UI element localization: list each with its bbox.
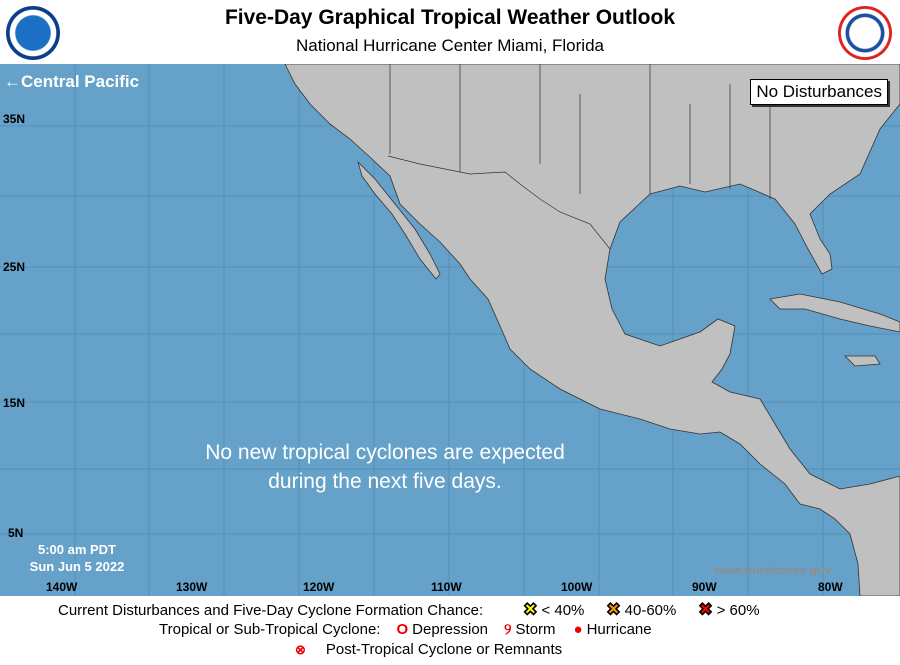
hurricane-icon: ● — [573, 621, 583, 638]
post-tropical-label: Post-Tropical Cyclone or Remnants — [325, 641, 563, 658]
message-line: No new tropical cyclones are expected — [205, 441, 565, 464]
land — [284, 64, 900, 596]
cyclone-label: Tropical or Sub-Tropical Cyclone: — [159, 621, 381, 638]
hurricane-label: Hurricane — [586, 621, 652, 638]
formation-label: Current Disturbances and Five-Day Cyclon… — [58, 601, 484, 619]
outlook-map: ←Central Pacific No Disturbances 35N 25N… — [0, 64, 900, 596]
lon-label: 110W — [431, 580, 462, 594]
lat-label: 25N — [3, 260, 26, 274]
post-tropical-icon: ⊗ — [295, 641, 306, 657]
lon-label: 80W — [818, 580, 843, 594]
borders — [387, 64, 771, 250]
issuance-time: 5:00 am PDT Sun Jun 5 2022 — [22, 541, 132, 575]
orange-x-icon: ✖ — [606, 600, 621, 620]
lon-label: 90W — [692, 580, 717, 594]
date-text: Sun Jun 5 2022 — [29, 559, 125, 574]
lon-label: 100W — [561, 580, 593, 594]
nws-logo — [838, 6, 892, 60]
low-chance-label: < 40% — [541, 601, 585, 619]
red-x-icon: ✖ — [698, 600, 713, 620]
message-line: during the next five days. — [268, 470, 502, 493]
lat-label: 35N — [3, 112, 26, 126]
lon-label: 120W — [303, 580, 335, 594]
page-title: Five-Day Graphical Tropical Weather Outl… — [224, 6, 676, 29]
storm-icon: ୨ — [504, 621, 512, 638]
time-text: 5:00 am PDT — [37, 542, 117, 557]
medium-chance-label: 40-60% — [624, 601, 677, 619]
map-canvas — [0, 64, 900, 596]
status-box: No Disturbances — [750, 79, 888, 105]
website-link[interactable]: www.hurricanes.gov — [714, 563, 831, 577]
depression-label: Depression — [412, 621, 489, 638]
noaa-logo — [6, 6, 60, 60]
central-pacific-link[interactable]: ←Central Pacific — [4, 72, 140, 91]
high-chance-label: > 60% — [716, 601, 760, 619]
lat-label: 15N — [3, 396, 26, 410]
yellow-x-icon: ✖ — [523, 600, 538, 620]
outlook-message: No new tropical cyclones are expected du… — [160, 438, 610, 496]
lat-label: 5N — [8, 526, 24, 540]
depression-icon: O — [396, 621, 409, 638]
lon-label: 130W — [176, 580, 208, 594]
lon-label: 140W — [46, 580, 78, 594]
page-subtitle: National Hurricane Center Miami, Florida — [295, 36, 604, 55]
header: Five-Day Graphical Tropical Weather Outl… — [0, 0, 900, 64]
storm-label: Storm — [515, 621, 556, 638]
